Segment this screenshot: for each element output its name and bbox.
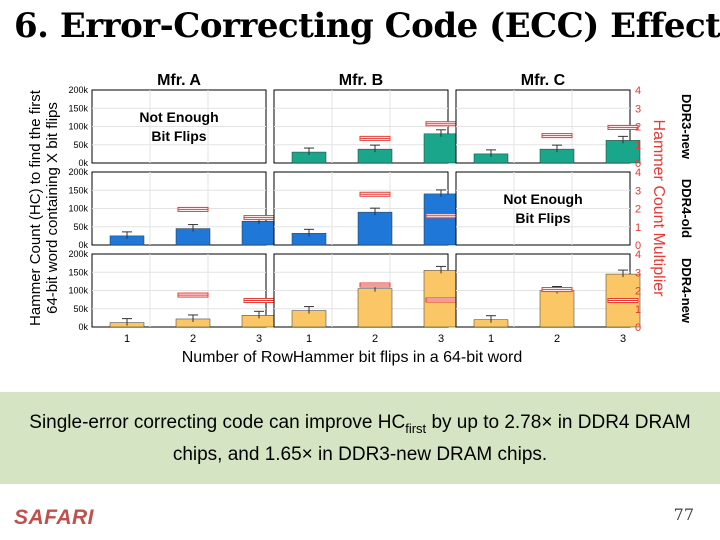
y-tick-label: 200k xyxy=(68,85,88,95)
y2-tick-label: 2 xyxy=(635,286,641,298)
y2-tick-label: 1 xyxy=(635,304,641,316)
bar xyxy=(357,211,393,246)
y-tick-label: 150k xyxy=(68,103,88,113)
y-tick-label: 100k xyxy=(68,286,88,296)
y2-tick-label: 4 xyxy=(635,249,641,261)
y2-tick-label: 2 xyxy=(635,122,641,134)
not-enough-label: Bit Flips xyxy=(151,128,206,144)
mfr-header: Mfr. A xyxy=(157,72,201,89)
y-tick-label: 50k xyxy=(73,140,88,150)
x-tick-label: 2 xyxy=(372,333,378,345)
x-tick-label: 1 xyxy=(124,333,130,345)
page-number: 77 xyxy=(673,505,694,524)
bar xyxy=(357,288,393,328)
y-axis-title-line: 64-bit word containing X bit flips xyxy=(44,102,61,314)
y-tick-label: 50k xyxy=(73,222,88,232)
y2-tick-label: 3 xyxy=(635,103,641,115)
y-tick-label: 0k xyxy=(78,158,88,168)
axes-layer: Mfr. A Mfr. B Mfr. C DDR3-new DDR4-old DDR4-n… xyxy=(68,72,694,345)
row-label: DDR4-old xyxy=(679,179,694,238)
caption-text-part2: by up to 2.78× in DDR4 DRAM chips, and 1… xyxy=(172,412,691,465)
safari-logo: SAFARI xyxy=(14,506,95,529)
caption-subscript: first xyxy=(405,420,427,436)
x-tick-label: 1 xyxy=(306,333,312,345)
y2-tick-label: 0 xyxy=(635,240,641,252)
x-axis-title: Number of RowHammer bit flips in a 64-bi… xyxy=(182,349,523,366)
x-tick-label: 3 xyxy=(620,333,626,345)
mfr-header: Mfr. C xyxy=(521,72,566,89)
mfr-header: Mfr. B xyxy=(339,72,383,89)
y2-tick-label: 0 xyxy=(635,158,641,170)
y2-tick-label: 3 xyxy=(635,267,641,279)
y2-tick-label: 1 xyxy=(635,140,641,152)
y-tick-label: 200k xyxy=(68,167,88,177)
y2-axis-title: Hammer Count Multiplier xyxy=(650,120,667,298)
not-enough-label: Not Enough xyxy=(139,109,218,125)
hammer-count-chart: Not Enough Bit Flips Not Enough Bit Flips M… xyxy=(27,72,694,366)
bar xyxy=(539,290,575,328)
x-tick-label: 3 xyxy=(438,333,444,345)
y2-tick-label: 1 xyxy=(635,222,641,234)
caption-text-part1: Single-error correcting code can improve… xyxy=(29,412,406,433)
not-enough-label: Bit Flips xyxy=(515,210,570,226)
x-tick-label: 2 xyxy=(554,333,560,345)
y-axis-title-line: Hammer Count (HC) to find the first xyxy=(27,89,44,326)
y-tick-label: 200k xyxy=(68,249,88,259)
row-label: DDR4-new xyxy=(679,258,694,324)
x-tick-label: 1 xyxy=(488,333,494,345)
y-tick-label: 100k xyxy=(68,122,88,132)
y-tick-label: 0k xyxy=(78,240,88,250)
x-tick-label: 2 xyxy=(190,333,196,345)
y2-tick-label: 4 xyxy=(635,167,641,179)
caption-box: Single-error correcting code can improve… xyxy=(0,392,720,484)
y-axis-title: Hammer Count (HC) to find the first64-bi… xyxy=(27,89,61,326)
x-tick-label: 3 xyxy=(256,333,262,345)
bar xyxy=(423,193,459,246)
y-tick-label: 150k xyxy=(68,267,88,277)
row-label: DDR3-new xyxy=(679,94,694,160)
y-tick-label: 150k xyxy=(68,185,88,195)
panels-layer: Not Enough Bit Flips Not Enough Bit Flips xyxy=(91,89,641,328)
y-tick-label: 100k xyxy=(68,204,88,214)
slide-title: 6. Error-Correcting Code (ECC) Effects xyxy=(14,6,720,46)
not-enough-label: Not Enough xyxy=(503,191,582,207)
y2-tick-label: 3 xyxy=(635,185,641,197)
y2-tick-label: 0 xyxy=(635,322,641,334)
y-tick-label: 50k xyxy=(73,304,88,314)
bar xyxy=(241,221,277,246)
y-tick-label: 0k xyxy=(78,322,88,332)
y2-tick-label: 4 xyxy=(635,85,641,97)
bar xyxy=(423,133,459,164)
y2-tick-label: 2 xyxy=(635,204,641,216)
